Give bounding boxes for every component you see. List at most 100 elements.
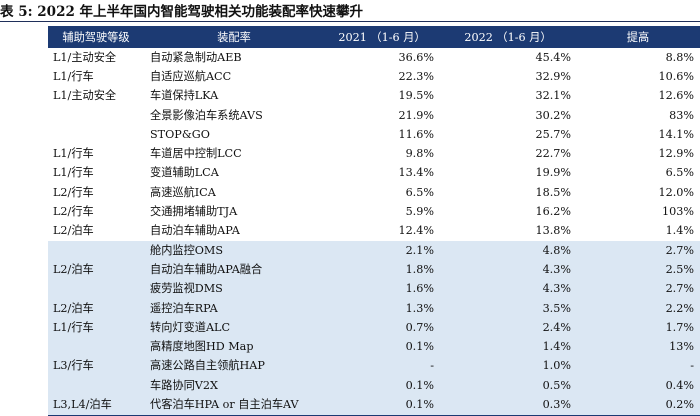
feature-cell: STOP&GO bbox=[144, 125, 324, 145]
level-cell bbox=[48, 240, 144, 261]
value-2021-cell: 2.1% bbox=[324, 240, 440, 261]
header-2022: 2022 （1-6 月） bbox=[440, 26, 576, 48]
value-2021-cell: 1.6% bbox=[324, 279, 440, 299]
table-row: L2/行车 高速巡航ICA 6.5% 18.5% 12.0% bbox=[48, 183, 700, 203]
increase-cell: 103% bbox=[576, 202, 700, 222]
value-2022-cell: 22.7% bbox=[440, 144, 576, 164]
level-cell bbox=[48, 105, 144, 126]
header-feature: 装配率 bbox=[144, 26, 324, 48]
increase-cell: 1.4% bbox=[576, 221, 700, 241]
table-row: 高精度地图HD Map 0.1% 1.4% 13% bbox=[48, 337, 700, 357]
table-row: L1/行车 变道辅助LCA 13.4% 19.9% 6.5% bbox=[48, 163, 700, 184]
value-2022-cell: 2.4% bbox=[440, 318, 576, 338]
feature-cell: 遥控泊车RPA bbox=[144, 298, 324, 319]
level-cell: L2/行车 bbox=[48, 202, 144, 222]
level-cell bbox=[48, 125, 144, 145]
level-cell: L2/泊车 bbox=[48, 298, 144, 319]
table-row: L3,L4/泊车 代客泊车HPA or 自主泊车AV 0.1% 0.3% 0.2% bbox=[48, 395, 700, 416]
increase-cell: 83% bbox=[576, 105, 700, 126]
feature-cell: 高速公路自主领航HAP bbox=[144, 356, 324, 377]
feature-cell: 交通拥堵辅助TJA bbox=[144, 202, 324, 222]
value-2022-cell: 1.0% bbox=[440, 356, 576, 377]
level-cell: L2/泊车 bbox=[48, 260, 144, 280]
value-2021-cell: 6.5% bbox=[324, 183, 440, 203]
level-cell: L2/行车 bbox=[48, 183, 144, 203]
increase-cell: 14.1% bbox=[576, 125, 700, 145]
value-2021-cell: 0.1% bbox=[324, 337, 440, 357]
level-cell bbox=[48, 337, 144, 357]
table-caption: 表 5: 2022 年上半年国内智能驾驶相关功能装配率快速攀升 bbox=[0, 0, 700, 24]
level-cell: L1/行车 bbox=[48, 163, 144, 184]
value-2022-cell: 30.2% bbox=[440, 105, 576, 126]
increase-cell: 1.7% bbox=[576, 318, 700, 338]
feature-cell: 车道保持LKA bbox=[144, 86, 324, 106]
table-row: L1/行车 转向灯变道ALC 0.7% 2.4% 1.7% bbox=[48, 318, 700, 338]
value-2022-cell: 4.3% bbox=[440, 279, 576, 299]
table-row: L1/主动安全 自动紧急制动AEB 36.6% 45.4% 8.8% bbox=[48, 48, 700, 68]
value-2021-cell: 1.8% bbox=[324, 260, 440, 280]
value-2021-cell: 13.4% bbox=[324, 163, 440, 184]
feature-cell: 车路协同V2X bbox=[144, 376, 324, 396]
increase-cell: 12.6% bbox=[576, 86, 700, 106]
value-2022-cell: 19.9% bbox=[440, 163, 576, 184]
value-2021-cell: 36.6% bbox=[324, 48, 440, 68]
feature-cell: 变道辅助LCA bbox=[144, 163, 324, 184]
caption-text: 表 5: 2022 年上半年国内智能驾驶相关功能装配率快速攀升 bbox=[0, 4, 364, 20]
feature-cell: 舱内监控OMS bbox=[144, 240, 324, 261]
level-cell: L1/主动安全 bbox=[48, 86, 144, 106]
value-2021-cell: - bbox=[324, 356, 440, 377]
table-row: 疲劳监视DMS 1.6% 4.3% 2.7% bbox=[48, 279, 700, 299]
table-row: L3/行车 高速公路自主领航HAP -1.0% - bbox=[48, 356, 700, 377]
value-2022-cell: 0.5% bbox=[440, 376, 576, 396]
feature-cell: 自动泊车辅助APA融合 bbox=[144, 260, 324, 280]
feature-cell: 全景影像泊车系统AVS bbox=[144, 105, 324, 126]
value-2022-cell: 0.3% bbox=[440, 395, 576, 416]
level-cell bbox=[48, 376, 144, 396]
value-2022-cell: 16.2% bbox=[440, 202, 576, 222]
level-cell: L3,L4/泊车 bbox=[48, 395, 144, 416]
value-2021-cell: 0.7% bbox=[324, 318, 440, 338]
value-2021-cell: 12.4% bbox=[324, 221, 440, 241]
feature-penetration-table: 辅助驾驶等级 装配率 2021 （1-6 月） 2022 （1-6 月） 提高 … bbox=[48, 26, 700, 416]
value-2022-cell: 3.5% bbox=[440, 298, 576, 319]
caption-rule bbox=[0, 21, 700, 22]
header-2021: 2021 （1-6 月） bbox=[324, 26, 440, 48]
value-2021-cell: 19.5% bbox=[324, 86, 440, 106]
table-row: L2/泊车 自动泊车辅助APA 12.4% 13.8% 1.4% bbox=[48, 221, 700, 241]
value-2021-cell: 0.1% bbox=[324, 376, 440, 396]
feature-cell: 转向灯变道ALC bbox=[144, 318, 324, 338]
value-2021-cell: 0.1% bbox=[324, 395, 440, 416]
increase-cell: 2.5% bbox=[576, 260, 700, 280]
value-2022-cell: 32.9% bbox=[440, 67, 576, 87]
feature-cell: 自适应巡航ACC bbox=[144, 67, 324, 87]
increase-cell: 8.8% bbox=[576, 48, 700, 68]
level-cell: L1/主动安全 bbox=[48, 48, 144, 68]
level-cell: L1/行车 bbox=[48, 67, 144, 87]
table-row: 车路协同V2X 0.1% 0.5% 0.4% bbox=[48, 376, 700, 396]
increase-cell: - bbox=[576, 356, 700, 377]
table-row: L1/主动安全 车道保持LKA 19.5% 32.1% 12.6% bbox=[48, 86, 700, 106]
level-cell bbox=[48, 279, 144, 299]
value-2022-cell: 45.4% bbox=[440, 48, 576, 68]
table-row: 全景影像泊车系统AVS 21.9% 30.2% 83% bbox=[48, 105, 700, 126]
table-row: L1/行车 自适应巡航ACC 22.3% 32.9% 10.6% bbox=[48, 67, 700, 87]
value-2021-cell: 1.3% bbox=[324, 298, 440, 319]
value-2021-cell: 21.9% bbox=[324, 105, 440, 126]
table-row: STOP&GO 11.6% 25.7% 14.1% bbox=[48, 125, 700, 145]
value-2022-cell: 18.5% bbox=[440, 183, 576, 203]
increase-cell: 12.9% bbox=[576, 144, 700, 164]
value-2021-cell: 9.8% bbox=[324, 144, 440, 164]
value-2021-cell: 22.3% bbox=[324, 67, 440, 87]
level-cell: L3/行车 bbox=[48, 356, 144, 377]
feature-cell: 疲劳监视DMS bbox=[144, 279, 324, 299]
value-2021-cell: 5.9% bbox=[324, 202, 440, 222]
value-2022-cell: 4.8% bbox=[440, 240, 576, 261]
value-2022-cell: 25.7% bbox=[440, 125, 576, 145]
value-2022-cell: 4.3% bbox=[440, 260, 576, 280]
table-row: L2/行车 交通拥堵辅助TJA 5.9% 16.2% 103% bbox=[48, 202, 700, 222]
value-2022-cell: 1.4% bbox=[440, 337, 576, 357]
increase-cell: 12.0% bbox=[576, 183, 700, 203]
value-2022-cell: 32.1% bbox=[440, 86, 576, 106]
increase-cell: 2.7% bbox=[576, 240, 700, 261]
level-cell: L2/泊车 bbox=[48, 221, 144, 241]
